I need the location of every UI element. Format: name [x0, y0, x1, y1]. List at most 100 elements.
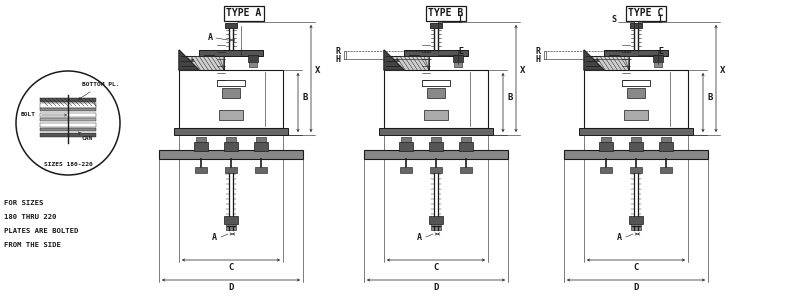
Bar — [653, 55, 663, 62]
Text: A: A — [617, 232, 622, 241]
Bar — [384, 56, 429, 70]
Text: R: R — [336, 46, 341, 55]
Bar — [179, 70, 283, 128]
Polygon shape — [179, 50, 199, 70]
Text: H: H — [336, 55, 341, 63]
Text: FROM THE SIDE: FROM THE SIDE — [4, 242, 61, 248]
Text: CAN: CAN — [78, 132, 94, 142]
Bar — [424, 110, 448, 120]
Bar — [631, 137, 641, 142]
Bar — [196, 137, 206, 142]
Bar — [630, 167, 642, 173]
Text: X: X — [720, 66, 726, 75]
Bar — [40, 128, 96, 131]
Bar — [660, 167, 672, 173]
Text: X: X — [315, 66, 321, 75]
Text: C: C — [634, 263, 638, 272]
Polygon shape — [384, 50, 404, 70]
Bar — [222, 88, 240, 98]
Bar — [40, 123, 96, 127]
Polygon shape — [584, 50, 604, 70]
Bar — [254, 142, 268, 151]
Bar — [604, 50, 668, 56]
Text: D: D — [228, 283, 234, 293]
Text: A: A — [417, 232, 422, 241]
Text: TYPE A: TYPE A — [226, 8, 262, 18]
Bar — [40, 108, 96, 111]
Text: R: R — [536, 46, 541, 55]
Bar — [194, 142, 208, 151]
Bar — [459, 142, 473, 151]
Bar — [40, 118, 96, 121]
Bar — [453, 55, 463, 62]
Bar — [430, 167, 442, 173]
Text: B: B — [302, 93, 308, 102]
Bar — [659, 142, 673, 151]
Text: C: C — [434, 263, 438, 272]
Bar — [225, 167, 237, 173]
Bar — [174, 128, 288, 135]
Bar — [255, 167, 267, 173]
Bar — [609, 55, 619, 62]
Bar — [410, 62, 418, 67]
Text: D: D — [634, 283, 638, 293]
Text: H: H — [536, 55, 541, 63]
Bar — [40, 98, 96, 102]
Bar — [40, 133, 96, 137]
Text: C: C — [228, 263, 234, 272]
Text: E: E — [458, 47, 463, 57]
Text: TYPE B: TYPE B — [428, 8, 464, 18]
Bar — [629, 216, 643, 224]
Bar — [431, 224, 441, 230]
Text: SIZES 180-220: SIZES 180-220 — [44, 162, 92, 167]
Text: T: T — [458, 15, 463, 24]
Bar — [564, 150, 708, 159]
Text: TYPE C: TYPE C — [628, 8, 664, 18]
Text: T: T — [658, 15, 663, 24]
Bar — [610, 62, 618, 67]
Bar — [629, 142, 643, 151]
Bar — [429, 142, 443, 151]
Bar — [399, 142, 413, 151]
Bar — [205, 62, 213, 67]
Bar — [40, 113, 96, 117]
Text: X: X — [520, 66, 526, 75]
Bar — [631, 224, 641, 230]
Bar — [429, 216, 443, 224]
Bar — [401, 137, 411, 142]
Bar — [404, 50, 468, 56]
Text: BOLT: BOLT — [21, 113, 66, 117]
Bar — [454, 62, 462, 67]
Bar — [579, 128, 693, 135]
Bar — [159, 150, 303, 159]
Text: 180 THRU 220: 180 THRU 220 — [4, 214, 57, 220]
Bar — [204, 55, 214, 62]
Bar — [40, 103, 96, 108]
Bar — [199, 50, 263, 56]
Text: BOTTOM PL.: BOTTOM PL. — [79, 83, 119, 99]
Bar — [224, 142, 238, 151]
Bar — [225, 23, 237, 28]
Bar — [461, 137, 471, 142]
Text: A: A — [212, 232, 217, 241]
Bar — [422, 80, 450, 86]
Bar — [430, 23, 442, 28]
Text: B: B — [707, 93, 713, 102]
Bar — [400, 167, 412, 173]
Bar — [654, 62, 662, 67]
Bar — [599, 142, 613, 151]
Bar — [624, 110, 648, 120]
Bar — [584, 56, 629, 70]
Bar — [584, 70, 688, 128]
Bar — [600, 167, 612, 173]
Bar — [601, 137, 611, 142]
Text: PLATES ARE BOLTED: PLATES ARE BOLTED — [4, 228, 78, 234]
Bar — [217, 80, 245, 86]
Bar — [256, 137, 266, 142]
Bar — [249, 62, 257, 67]
Bar — [195, 167, 207, 173]
Text: E: E — [658, 47, 663, 57]
Text: S: S — [611, 15, 616, 24]
Bar — [427, 88, 445, 98]
Bar — [627, 88, 645, 98]
